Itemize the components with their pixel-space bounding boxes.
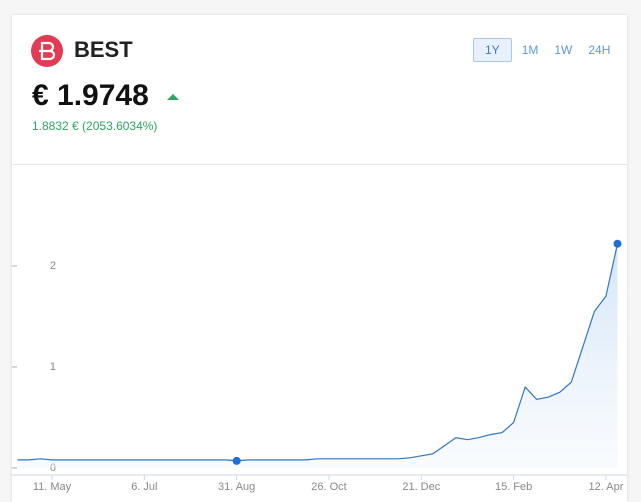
range-button[interactable]: 1W bbox=[554, 43, 573, 57]
price-line bbox=[17, 243, 619, 462]
x-tick-label: 31. Aug bbox=[218, 481, 255, 493]
coin-icon bbox=[31, 35, 63, 67]
divider bbox=[12, 164, 627, 165]
up-arrow bbox=[167, 94, 179, 100]
x-tick-label: 26. Oct bbox=[311, 481, 346, 493]
change: 1.8832 € (2053.6034%) bbox=[32, 119, 158, 133]
range-button[interactable]: 1M bbox=[521, 43, 539, 57]
x-tick-label: 21. Dec bbox=[402, 481, 440, 493]
x-tick-label: 6. Jul bbox=[131, 481, 157, 493]
range-button[interactable]: 1Y bbox=[473, 38, 512, 62]
x-tick-label: 15. Feb bbox=[495, 481, 532, 493]
x-tick-label: 11. May bbox=[33, 481, 72, 493]
range-selector: 1Y 1M 1W 24H bbox=[473, 38, 616, 62]
area-fill bbox=[17, 243, 618, 468]
price: € 1.9748 bbox=[32, 79, 149, 112]
range-button[interactable]: 24H bbox=[588, 43, 611, 57]
extreme-marker bbox=[232, 456, 241, 465]
extreme-marker bbox=[613, 239, 622, 248]
x-tick-label: 12. Apr bbox=[589, 481, 624, 493]
y-tick-label: 2 bbox=[50, 260, 56, 272]
y-tick-label: 1 bbox=[50, 361, 56, 373]
symbol: BEST bbox=[74, 37, 133, 62]
